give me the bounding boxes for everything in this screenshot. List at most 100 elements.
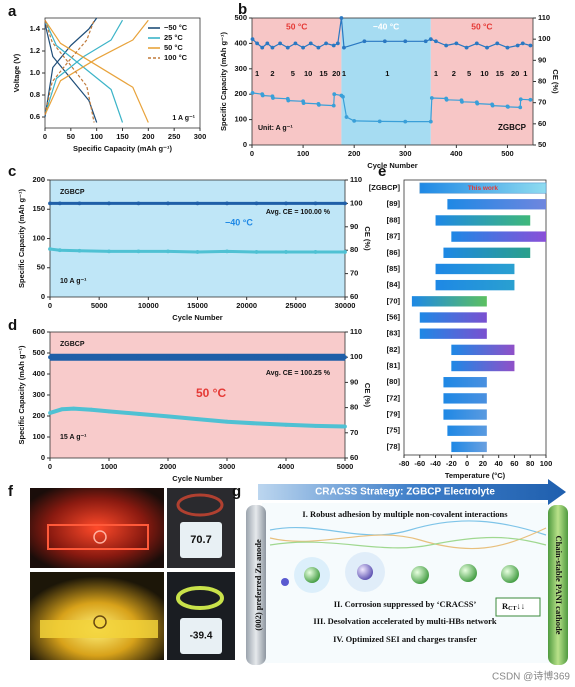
x-tick-label: 3000 xyxy=(219,462,236,471)
range-bar xyxy=(451,441,487,453)
point xyxy=(107,249,111,254)
x-axis-label: Specific Capacity (mAh g⁻¹) xyxy=(73,144,172,153)
range-bar xyxy=(435,279,515,291)
panel-letter: f xyxy=(8,483,14,500)
point xyxy=(505,45,510,50)
point xyxy=(403,39,408,44)
point xyxy=(284,355,288,360)
x-tick-label: 30000 xyxy=(335,301,356,310)
point xyxy=(429,96,434,100)
cathode-label: Chain-stable PANI cathode xyxy=(554,535,564,634)
y-tick-label: 200 xyxy=(32,175,45,184)
point xyxy=(136,249,141,254)
point xyxy=(250,91,255,95)
y-tick-label: 200 xyxy=(32,411,45,420)
point xyxy=(377,119,382,124)
watermark: CSDN @诗博369 xyxy=(492,670,570,683)
region xyxy=(252,18,342,145)
range-bar xyxy=(419,182,547,194)
y-tick-label: 1.0 xyxy=(30,68,40,77)
point xyxy=(166,414,170,419)
x-tick-label: 100 xyxy=(90,132,103,141)
annotation: ZGBCP xyxy=(60,341,85,348)
point xyxy=(195,250,200,254)
anode-label: (002) preferred Zn anode xyxy=(253,539,263,631)
x-tick-label: 500 xyxy=(501,149,514,158)
x-tick-label: 1000 xyxy=(101,462,118,471)
y-tick-label: 200 xyxy=(234,89,247,98)
rate-label: 10 xyxy=(304,69,312,78)
point xyxy=(284,250,288,254)
point xyxy=(225,355,229,360)
point xyxy=(195,355,200,360)
point xyxy=(260,93,265,98)
x-tick-label: 5000 xyxy=(91,301,108,310)
y-tick-label: [72] xyxy=(387,393,401,402)
readout: 70.7 xyxy=(190,534,211,546)
point xyxy=(515,43,520,48)
series-line xyxy=(44,19,124,123)
point xyxy=(271,96,275,100)
y-tick-label: 0 xyxy=(243,140,247,149)
y2-tick-label: 80 xyxy=(350,403,358,412)
x-tick-label: 4000 xyxy=(278,462,295,471)
point xyxy=(260,45,265,50)
point xyxy=(195,201,200,206)
range-bar xyxy=(447,199,546,210)
x-tick-label: 200 xyxy=(142,132,155,141)
banner-arrow xyxy=(258,479,566,505)
photo-coil xyxy=(176,586,224,610)
y2-tick-label: 110 xyxy=(538,13,550,22)
range-bar xyxy=(435,263,515,275)
zn-anode xyxy=(246,505,266,665)
rate-label: 1 xyxy=(385,69,389,78)
annotation: −40 °C xyxy=(225,217,253,227)
point xyxy=(331,103,336,108)
range-bar xyxy=(447,425,487,436)
y-tick-label: 500 xyxy=(32,348,45,357)
y2-axis-label: CE (%) xyxy=(551,69,560,94)
point xyxy=(428,37,433,42)
point xyxy=(528,97,533,102)
plot-background xyxy=(50,180,345,297)
y-tick-label: 150 xyxy=(32,204,45,213)
point xyxy=(278,41,282,46)
photo-cell xyxy=(40,620,158,638)
point xyxy=(107,355,111,360)
x-tick-label: 60 xyxy=(510,459,518,468)
point xyxy=(166,201,170,206)
x-tick-label: 80 xyxy=(526,459,534,468)
step: I. Robust adhesion by multiple non-coval… xyxy=(302,509,508,519)
point xyxy=(428,119,433,124)
point xyxy=(506,105,510,109)
x-tick-label: 0 xyxy=(43,132,47,141)
y-tick-label: [87] xyxy=(387,232,401,241)
x-tick-label: 400 xyxy=(450,149,463,158)
range-bar xyxy=(443,409,487,420)
point xyxy=(285,45,290,50)
range-bar xyxy=(411,296,487,307)
point xyxy=(474,41,479,46)
point xyxy=(48,201,52,206)
x-axis-label: Cycle Number xyxy=(367,161,418,170)
y2-tick-label: 70 xyxy=(350,269,358,278)
annotation: Avg. CE = 100.25 % xyxy=(266,370,331,377)
point xyxy=(57,248,62,253)
rct-box xyxy=(495,597,541,617)
y2-tick-label: 100 xyxy=(350,198,363,207)
range-bar xyxy=(451,231,546,242)
series-line xyxy=(49,247,345,254)
annotation: 50 °C xyxy=(196,386,226,400)
point xyxy=(136,355,141,360)
plot-background xyxy=(50,332,345,458)
bar-annotation: This work xyxy=(468,185,499,192)
point xyxy=(136,412,141,416)
photo-display xyxy=(180,618,222,654)
point xyxy=(57,201,62,206)
y-tick-label: 100 xyxy=(234,115,247,124)
series-line xyxy=(44,19,149,123)
rate-label: 1 xyxy=(434,69,438,78)
ion xyxy=(281,578,289,586)
region-label: −40 °C xyxy=(373,21,399,31)
